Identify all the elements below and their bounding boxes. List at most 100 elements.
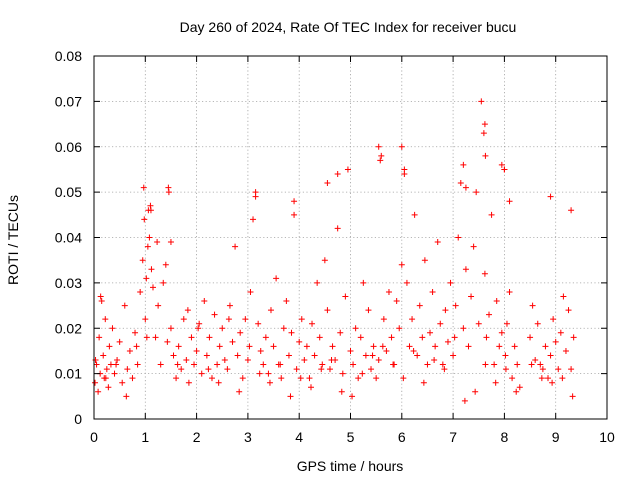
data-point: [129, 375, 136, 382]
data-point: [98, 298, 105, 305]
data-point: [529, 302, 536, 309]
data-point: [147, 202, 154, 209]
data-point: [155, 302, 162, 309]
data-point: [383, 347, 390, 354]
data-point: [303, 343, 310, 350]
data-point: [137, 288, 144, 295]
data-point: [493, 298, 500, 305]
data-point: [154, 239, 161, 246]
data-point: [164, 338, 171, 345]
data-point: [148, 266, 155, 273]
data-point: [539, 366, 546, 373]
data-point: [143, 334, 150, 341]
data-point: [257, 347, 264, 354]
data-point: [114, 357, 121, 364]
axis-ticks: 0 1 2 3 4 5 6 7 8 9 10 0 0.01 0.02 0.03 0.04 0.05 0.06 0.0…: [55, 48, 615, 445]
data-point: [421, 257, 428, 264]
data-point: [547, 352, 554, 359]
data-point: [246, 343, 253, 350]
data-point: [562, 347, 569, 354]
data-point: [334, 225, 341, 232]
data-point: [393, 298, 400, 305]
data-point: [152, 334, 159, 341]
data-point: [414, 352, 421, 359]
data-point: [133, 343, 140, 350]
x-tick-label: 7: [449, 429, 457, 445]
data-point: [236, 388, 243, 395]
data-point: [482, 152, 489, 159]
data-point: [481, 121, 488, 128]
data-point: [147, 207, 154, 214]
data-point: [255, 320, 262, 327]
data-point: [557, 329, 564, 336]
data-point: [256, 370, 263, 377]
data-point: [198, 370, 205, 377]
data-point: [143, 275, 150, 282]
data-point: [232, 243, 239, 250]
data-point: [516, 384, 523, 391]
data-point: [291, 198, 298, 205]
data-point: [375, 357, 382, 364]
data-point: [170, 352, 177, 359]
data-point: [291, 211, 298, 218]
data-point: [102, 375, 109, 382]
data-point: [321, 257, 328, 264]
data-point: [547, 193, 554, 200]
data-point: [288, 329, 295, 336]
data-point: [191, 361, 198, 368]
data-point: [97, 293, 104, 300]
x-tick-label: 1: [141, 429, 149, 445]
data-point: [270, 343, 277, 350]
data-point: [432, 343, 439, 350]
data-point: [297, 375, 304, 382]
data-point: [203, 352, 210, 359]
x-tick-label: 6: [398, 429, 406, 445]
data-point: [349, 393, 356, 400]
data-point: [287, 393, 294, 400]
data-point: [173, 375, 180, 382]
data-point: [278, 375, 285, 382]
data-point: [293, 366, 300, 373]
data-point: [311, 352, 318, 359]
data-point: [224, 366, 231, 373]
x-tick-label: 5: [347, 429, 355, 445]
data-point: [444, 338, 451, 345]
data-point: [116, 338, 123, 345]
data-point: [244, 357, 251, 364]
data-point: [215, 379, 222, 386]
data-point: [92, 379, 99, 386]
data-point: [481, 270, 488, 277]
data-point: [301, 357, 308, 364]
data-point: [419, 334, 426, 341]
data-point: [225, 316, 232, 323]
data-point: [437, 320, 444, 327]
data-point: [486, 311, 493, 318]
data-point: [178, 366, 185, 373]
data-point: [167, 239, 174, 246]
data-point: [344, 166, 351, 173]
data-point: [488, 211, 495, 218]
data-point: [174, 361, 181, 368]
data-point: [234, 352, 241, 359]
data-point: [119, 379, 126, 386]
data-point: [398, 143, 405, 150]
data-point: [338, 388, 345, 395]
data-point: [307, 384, 314, 391]
data-point: [167, 325, 174, 332]
data-point: [273, 275, 280, 282]
data-point: [324, 180, 331, 187]
data-point: [568, 207, 575, 214]
data-point: [360, 279, 367, 286]
data-point: [252, 193, 259, 200]
data-point: [388, 334, 395, 341]
data-point: [462, 184, 469, 191]
data-point: [429, 288, 436, 295]
data-point: [165, 184, 172, 191]
data-point: [420, 379, 427, 386]
data-point: [121, 302, 128, 309]
data-point: [193, 347, 200, 354]
data-point: [226, 302, 233, 309]
x-axis-label: GPS time / hours: [297, 458, 404, 474]
data-point: [460, 161, 467, 168]
data-point: [470, 243, 477, 250]
